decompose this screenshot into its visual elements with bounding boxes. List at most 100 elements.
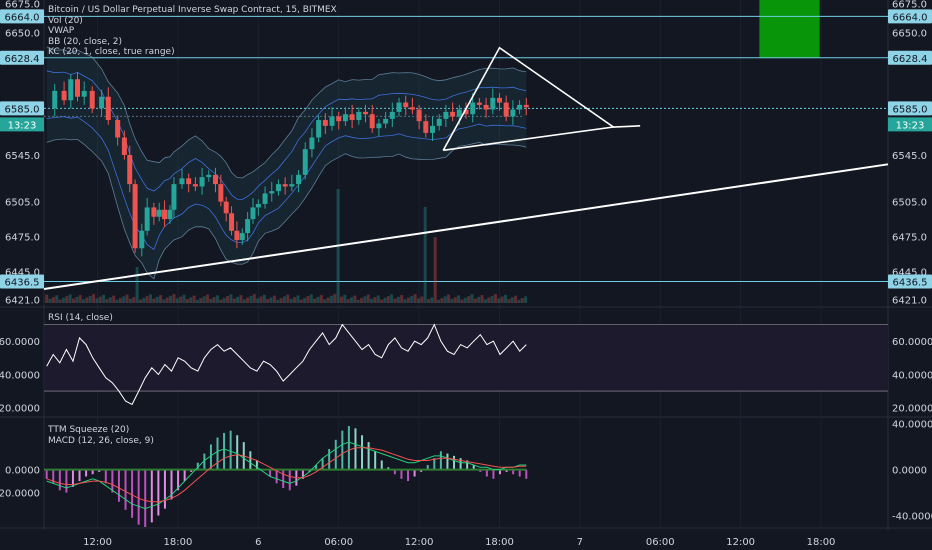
volume-bar — [219, 299, 223, 303]
candle-body — [503, 102, 509, 117]
price-tick-left: 6545.0 — [5, 151, 40, 162]
volume-bar — [45, 294, 49, 303]
macd-tick-left: 0.0000 — [5, 466, 40, 477]
bb-upper — [46, 46, 527, 179]
volume-bar — [420, 296, 424, 303]
candle-body — [296, 174, 302, 185]
rsi-tick-right: 20.0000 — [892, 404, 932, 415]
legend-ttm[interactable]: TTM Squeeze (20) — [48, 425, 130, 435]
candle-body — [218, 184, 224, 202]
volume-bar — [366, 294, 370, 303]
legend-bb[interactable]: BB (20, close, 2) — [48, 36, 123, 47]
volume-bar — [383, 297, 387, 303]
volume-bar — [457, 295, 461, 303]
candle-body — [167, 209, 173, 220]
candle-body — [329, 116, 335, 126]
time-tick: 18:00 — [485, 537, 514, 548]
rsi-tick-left: 20.0000 — [0, 404, 40, 415]
candle-body — [144, 207, 150, 231]
volume-bar — [410, 295, 414, 303]
volume-bar — [102, 294, 106, 303]
volume-bar — [416, 298, 420, 303]
volume-bar — [319, 295, 323, 303]
level-label-bg-left — [0, 101, 44, 116]
volume-bar — [520, 298, 524, 303]
volume-bar — [229, 294, 233, 303]
candle-body — [179, 178, 185, 185]
volume-bar — [108, 297, 112, 303]
candle-body — [89, 90, 95, 109]
volume-bar — [507, 299, 511, 303]
kc-upper — [46, 70, 527, 200]
volume-bar — [426, 299, 430, 303]
volume-bar — [370, 298, 374, 303]
candle-body — [470, 102, 476, 115]
volume-bar — [215, 295, 219, 303]
time-tick: 06:00 — [324, 537, 353, 548]
volume-bar — [149, 294, 153, 303]
volume-bar — [222, 297, 226, 303]
legend-kc[interactable]: KC (20, 1, close, true range) — [48, 47, 175, 57]
volume-bar — [71, 298, 75, 303]
volume-bar — [259, 296, 263, 303]
candle-body — [115, 120, 121, 138]
volume-bar — [51, 297, 55, 303]
time-tick: 7 — [577, 537, 583, 548]
candle-body — [105, 96, 111, 121]
volume-bar — [510, 297, 514, 303]
ttm-histogram — [45, 426, 528, 527]
candle-body — [423, 121, 429, 133]
volume-bar — [309, 294, 313, 303]
candle-body — [322, 120, 328, 126]
level-label-bg-right — [888, 101, 932, 116]
level-label-right: 6585.0 — [893, 104, 928, 115]
candle-body — [476, 102, 482, 105]
volume-bar — [453, 297, 457, 303]
candle-body — [302, 149, 308, 175]
candle-body — [316, 120, 322, 138]
volume-bar — [172, 294, 176, 303]
volume-bar — [406, 297, 410, 303]
level-label-bg-left — [0, 274, 44, 289]
candle-body — [369, 114, 375, 129]
volume-bar — [169, 295, 173, 303]
volume-bar — [266, 299, 270, 303]
candle-body — [212, 174, 218, 185]
legend-vol[interactable]: Vol (20) — [48, 15, 83, 26]
legend-rsi[interactable]: RSI (14, close) — [48, 313, 113, 323]
volume-bar — [376, 295, 380, 303]
volume-bar — [85, 297, 89, 303]
volume-bar — [65, 296, 69, 303]
candle-body — [282, 184, 288, 187]
volume-bar — [269, 297, 273, 303]
volume-bar — [443, 296, 447, 303]
volume-bar — [256, 298, 260, 303]
price-tick-right: 6445.0 — [892, 268, 927, 279]
volume-bar — [373, 297, 377, 303]
volume-bar — [195, 299, 199, 303]
legend-vwap[interactable]: VWAP — [48, 26, 75, 36]
volume-bar — [175, 298, 179, 303]
candle-body — [239, 233, 245, 241]
volume-bar — [155, 296, 159, 303]
candle-body — [255, 203, 261, 208]
candle-body — [132, 184, 138, 249]
volume-bar — [135, 267, 139, 303]
volume-bar — [339, 296, 343, 303]
candle-body — [81, 90, 87, 97]
candle-body — [250, 207, 256, 220]
rsi-tick-right: 40.0000 — [892, 370, 932, 381]
volume-bar — [68, 294, 72, 303]
time-tick: 18:00 — [807, 537, 836, 548]
triangle-extension — [613, 125, 641, 128]
candle-body — [156, 209, 162, 217]
volume-bar — [396, 296, 400, 303]
level-label-bg-left — [0, 9, 44, 24]
volume-bar — [125, 294, 129, 303]
level-label-bg-right — [888, 9, 932, 24]
volume-bar — [480, 295, 484, 303]
price-tick-left: 6675.0 — [5, 0, 40, 10]
legend-macd[interactable]: MACD (12, 26, close, 9) — [48, 435, 154, 446]
candle-body — [450, 111, 456, 117]
